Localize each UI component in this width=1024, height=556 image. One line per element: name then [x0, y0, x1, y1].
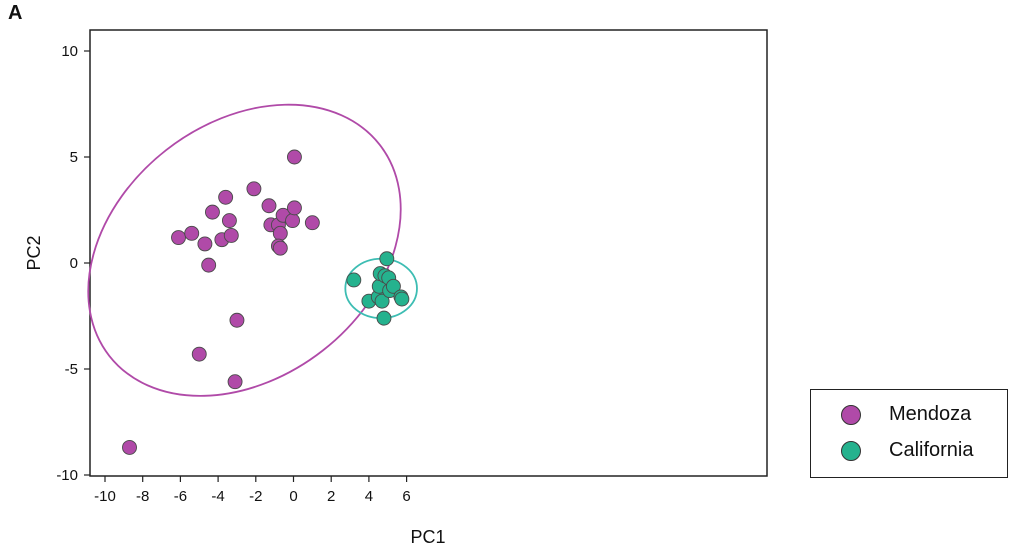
- y-axis: -10 -5 0 5 10: [56, 43, 90, 484]
- point-mendoza: [171, 230, 186, 246]
- y-tick-label: -10: [56, 467, 78, 484]
- x-tick-label: 6: [402, 488, 410, 505]
- point-california: [374, 293, 390, 309]
- y-tick-label: 0: [70, 255, 78, 272]
- y-tick-label: 5: [70, 149, 78, 166]
- point-mendoza: [261, 198, 277, 214]
- point-mendoza: [184, 225, 200, 241]
- point-mendoza: [218, 189, 234, 205]
- point-mendoza: [191, 346, 207, 362]
- x-tick-label: 4: [365, 488, 373, 505]
- legend-label-california: California: [889, 439, 974, 461]
- y-tick-label: -5: [65, 361, 78, 378]
- point-mendoza: [286, 200, 302, 216]
- point-mendoza: [122, 439, 137, 455]
- point-california: [376, 310, 392, 326]
- legend: Mendoza California: [810, 389, 1008, 478]
- x-tick-label: -2: [249, 488, 262, 505]
- x-tick-label: -8: [136, 488, 149, 505]
- point-mendoza: [272, 225, 288, 241]
- data-points: [122, 149, 410, 455]
- point-mendoza: [285, 213, 301, 229]
- x-tick-label: -10: [94, 488, 116, 505]
- point-mendoza: [286, 149, 302, 165]
- legend-item-mendoza: Mendoza: [841, 403, 971, 426]
- ellipse-mendoza: [87, 103, 402, 397]
- point-mendoza: [204, 204, 220, 220]
- plot-frame: [89, 29, 768, 477]
- x-tick-label: -4: [211, 488, 224, 505]
- confidence-ellipses: [87, 103, 418, 397]
- x-tick-label: -6: [174, 488, 187, 505]
- point-mendoza: [272, 240, 288, 256]
- point-mendoza: [246, 181, 262, 197]
- point-mendoza: [229, 312, 245, 328]
- legend-swatch-california: [841, 440, 861, 461]
- point-california: [394, 291, 410, 307]
- point-mendoza: [221, 213, 237, 229]
- point-mendoza: [223, 227, 239, 243]
- x-tick-label: 2: [327, 488, 335, 505]
- panel-label: A: [8, 2, 23, 24]
- point-mendoza: [197, 236, 213, 252]
- point-mendoza: [201, 257, 217, 273]
- point-mendoza: [304, 215, 320, 231]
- x-axis-label: PC1: [410, 527, 445, 547]
- point-california: [385, 278, 401, 294]
- y-tick-label: 10: [61, 43, 78, 60]
- legend-label-mendoza: Mendoza: [889, 403, 972, 425]
- point-california: [346, 272, 362, 288]
- legend-swatch-mendoza: [841, 404, 861, 425]
- x-tick-label: 0: [289, 488, 297, 505]
- point-mendoza: [227, 374, 243, 390]
- legend-item-california: California: [841, 439, 973, 462]
- x-axis: -10 -8 -6 -4 -2 0 2 4 6: [94, 476, 411, 505]
- y-axis-label: PC2: [24, 235, 44, 270]
- point-california: [379, 251, 395, 267]
